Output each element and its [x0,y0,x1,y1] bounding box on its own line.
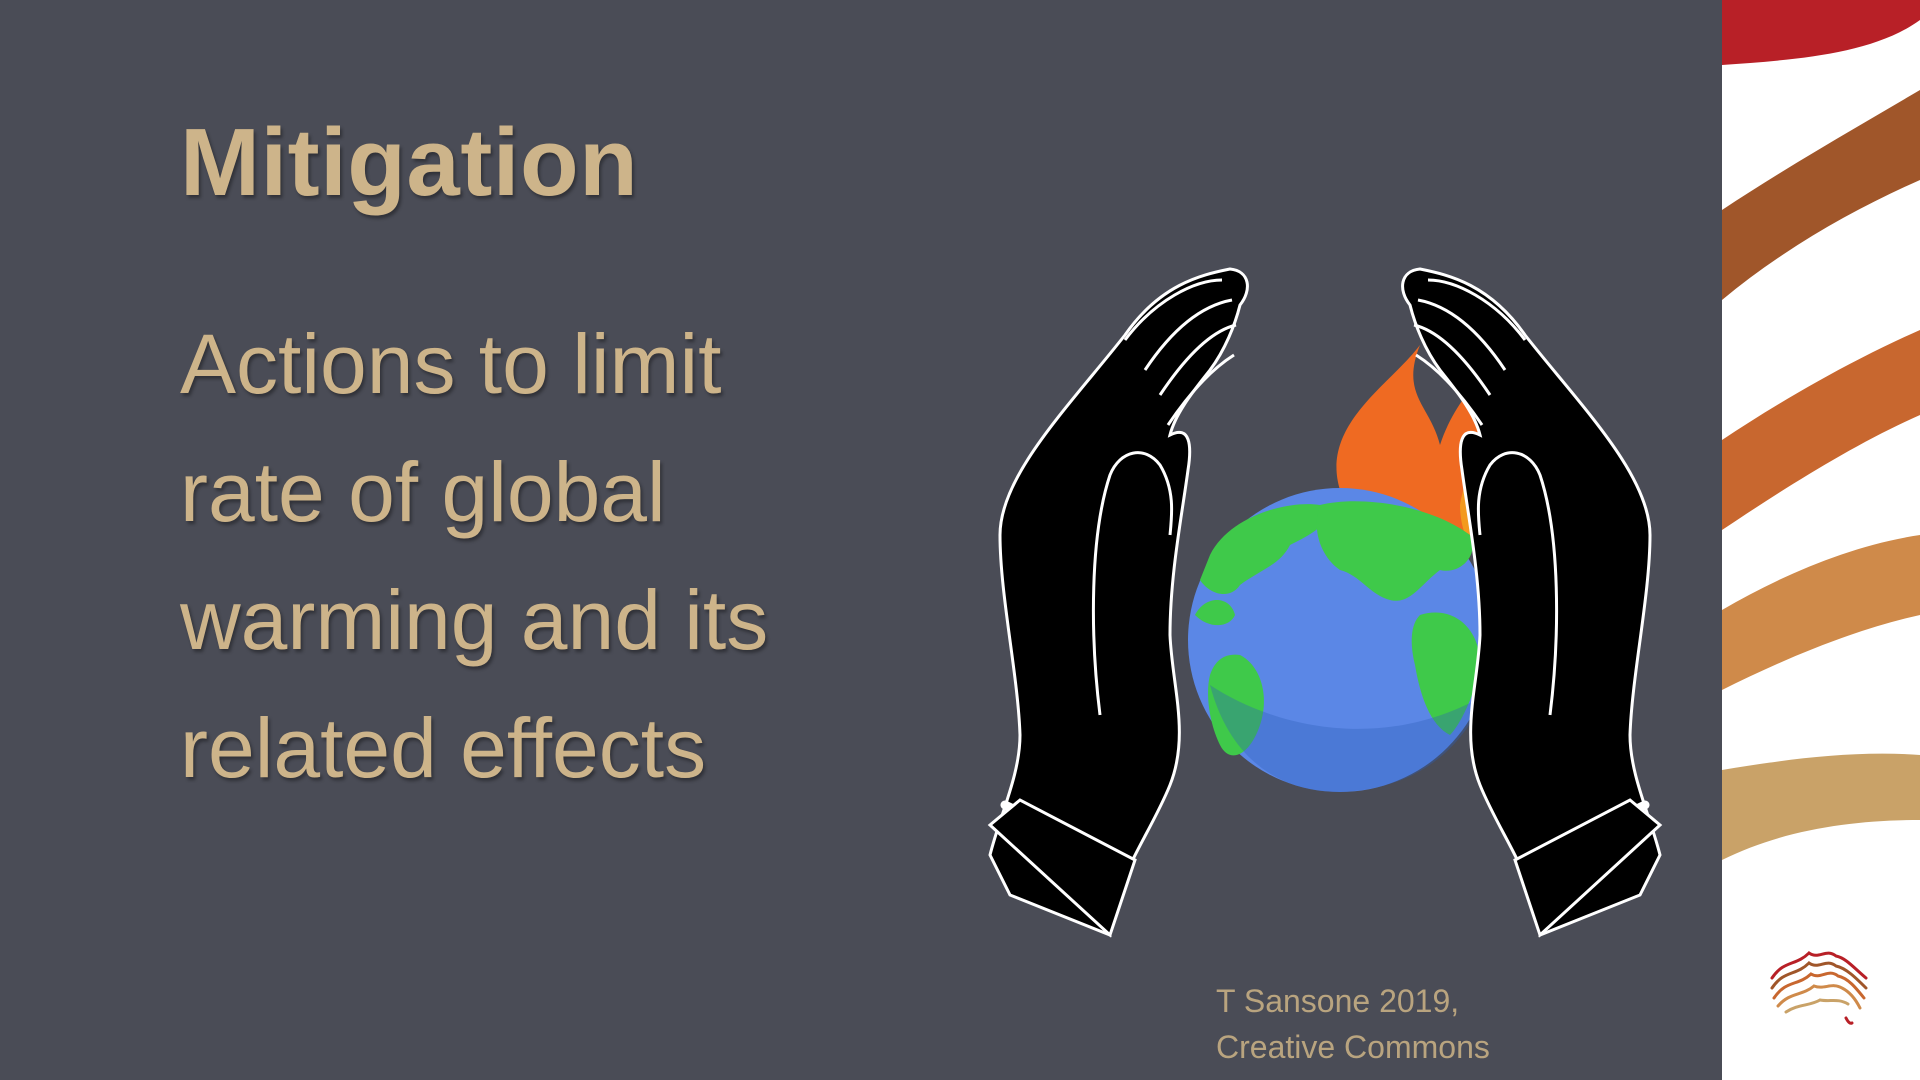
body-line: Actions to limit [180,317,722,411]
slide-body-text: Actions to limit rate of global warming … [180,300,940,812]
body-line: warming and its [180,573,769,667]
body-line: related effects [180,701,707,795]
tan-stripe [1722,535,1920,690]
hands-holding-earth-illustration [987,267,1663,938]
brown-stripe [1722,90,1920,300]
australia-map-logo-icon [1770,951,1868,1025]
sand-stripe [1722,753,1920,860]
red-stripe [1722,0,1920,65]
credit-line: Creative Commons [1216,1029,1490,1065]
image-credit: T Sansone 2019, Creative Commons [1216,978,1490,1070]
slide-title: Mitigation [180,109,639,216]
credit-line: T Sansone 2019, [1216,983,1460,1019]
slide-canvas: Mitigation Actions to limit rate of glob… [180,109,1663,1070]
left-hand-icon [987,267,1249,938]
globe-icon [1188,488,1492,792]
body-line: rate of global [180,445,666,539]
right-hand-icon [1401,267,1663,938]
wave-stripes-decoration [1722,0,1920,860]
orange-stripe [1722,330,1920,530]
decorative-side-panel [1722,0,1920,1080]
